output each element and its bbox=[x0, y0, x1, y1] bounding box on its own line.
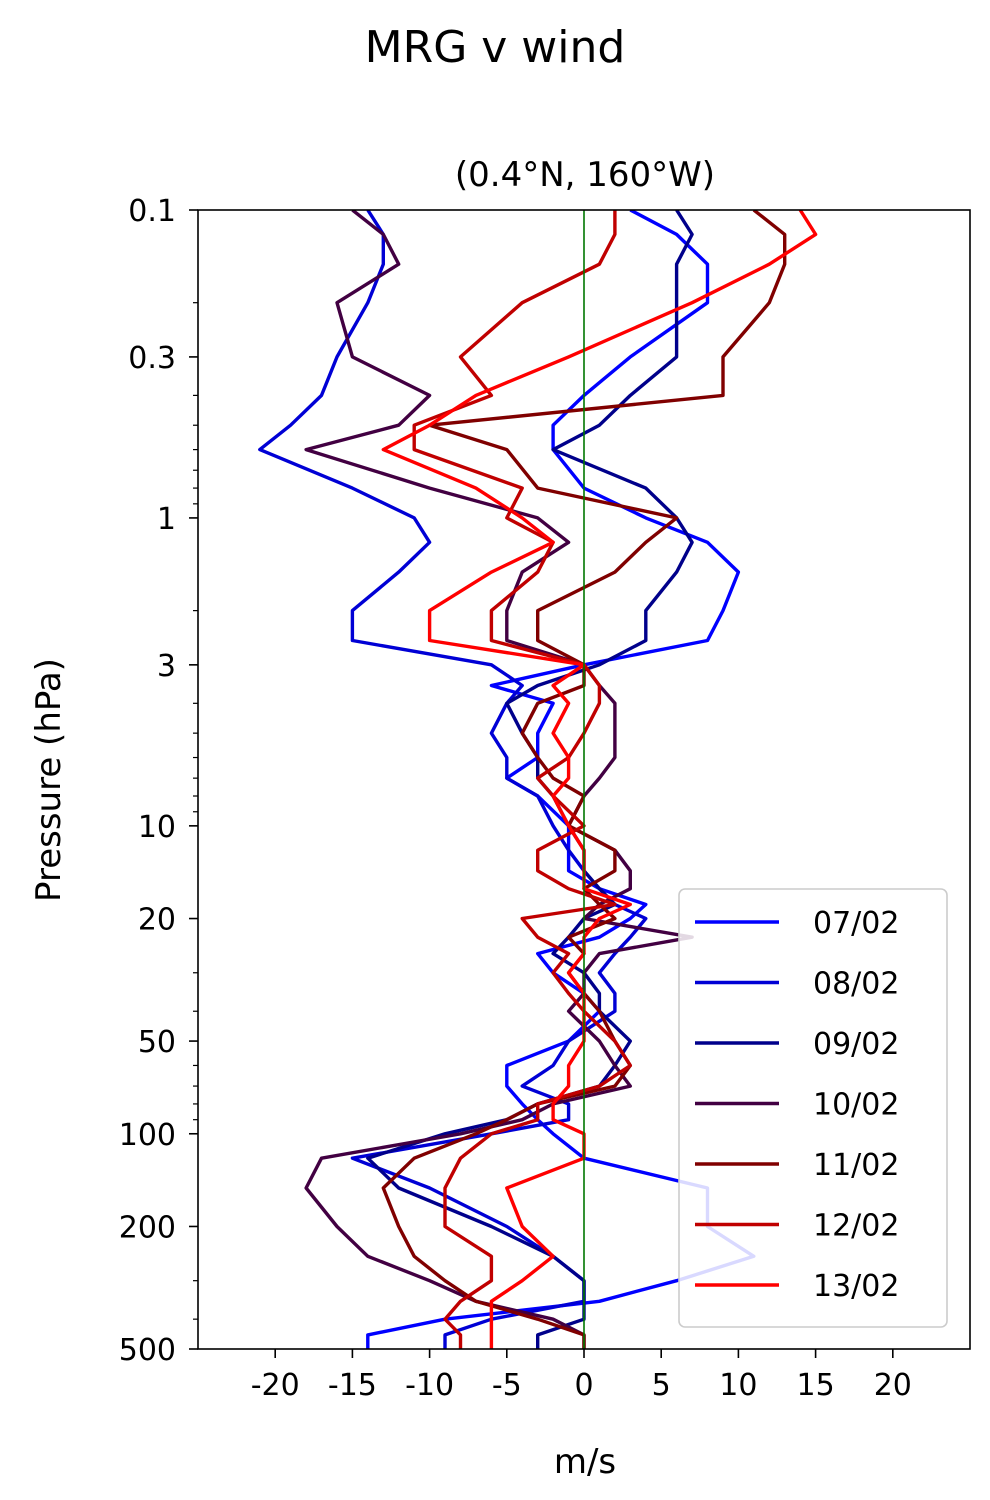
legend-label: 07/02 bbox=[813, 906, 899, 941]
x-tick-label: 10 bbox=[719, 1368, 757, 1403]
x-tick-label: -15 bbox=[328, 1368, 377, 1403]
x-tick-label: 0 bbox=[574, 1368, 593, 1403]
series-line-4 bbox=[304, 210, 694, 1349]
x-tick-label: 5 bbox=[652, 1368, 671, 1403]
y-tick-label: 100 bbox=[119, 1118, 176, 1153]
series-line-5 bbox=[381, 210, 787, 1349]
figure-suptitle: MRG v wind bbox=[364, 22, 626, 73]
x-tick-label: -5 bbox=[492, 1368, 522, 1403]
y-tick-label: 500 bbox=[119, 1333, 176, 1368]
legend-label: 10/02 bbox=[813, 1088, 899, 1123]
x-tick-label: 15 bbox=[797, 1368, 835, 1403]
legend-label: 12/02 bbox=[813, 1209, 899, 1244]
y-tick-label: 1 bbox=[157, 502, 176, 537]
x-axis-label: m/s bbox=[554, 1442, 616, 1482]
y-tick-label: 0.3 bbox=[128, 341, 176, 376]
y-axis-label: Pressure (hPa) bbox=[29, 658, 69, 902]
x-tick-label: -20 bbox=[251, 1368, 300, 1403]
legend-frame bbox=[678, 888, 948, 1328]
series-line-6 bbox=[412, 210, 632, 1349]
y-tick-label: 200 bbox=[119, 1210, 176, 1245]
chart-title: (0.4°N, 160°W) bbox=[455, 155, 715, 195]
y-tick-label: 50 bbox=[138, 1025, 176, 1060]
axes-layer: -20 -15 -10 -5 0 5 10 15 20 0.1 0.3 1 3 10 20 50 100 200 5… bbox=[119, 194, 971, 1403]
y-tick-label: 0.1 bbox=[128, 194, 176, 229]
x-tick-label: 20 bbox=[874, 1368, 912, 1403]
y-tick-label: 20 bbox=[138, 903, 176, 938]
legend-label: 09/02 bbox=[813, 1027, 899, 1062]
series-line-2 bbox=[258, 210, 648, 1349]
legend-label: 13/02 bbox=[813, 1269, 899, 1304]
x-tick-label: -10 bbox=[405, 1368, 454, 1403]
series-line-1 bbox=[366, 210, 756, 1349]
legend-label: 11/02 bbox=[813, 1148, 899, 1183]
y-tick-label: 3 bbox=[157, 649, 176, 684]
legend-label: 08/02 bbox=[813, 967, 899, 1002]
y-tick-label: 10 bbox=[138, 810, 176, 845]
legend: 07/02 08/02 09/02 10/02 11/02 12/02 13/02 bbox=[678, 888, 948, 1328]
